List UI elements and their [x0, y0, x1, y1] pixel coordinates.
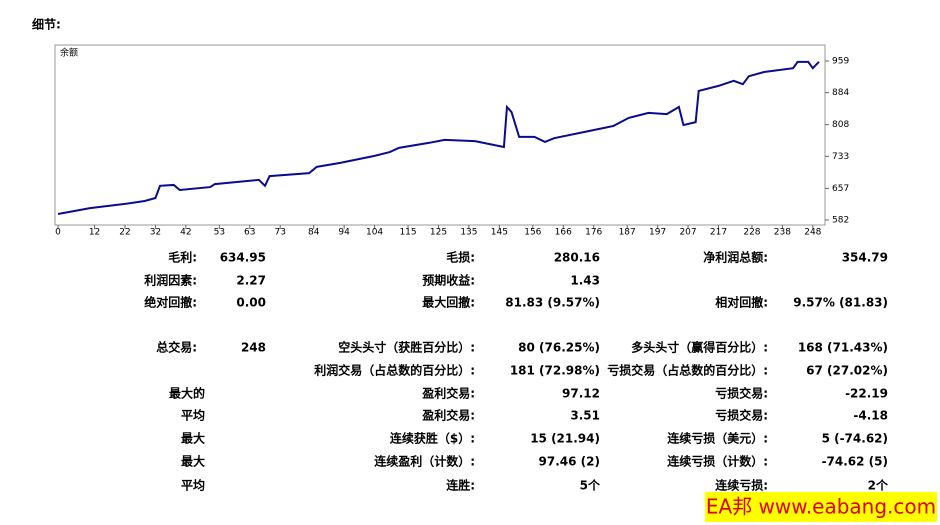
x-tick-label: 63: [244, 228, 255, 238]
x-tick-label: 22: [119, 228, 130, 238]
stat-value: 354.79: [842, 251, 888, 265]
stat-label: 亏损交易:: [715, 386, 768, 401]
x-tick-label: 32: [150, 228, 161, 238]
stat-label: 相对回撤:: [715, 295, 768, 310]
stat-value: 67 (27.02%): [806, 364, 888, 378]
x-tick-label: 42: [180, 228, 191, 238]
x-tick-label: 166: [555, 228, 572, 238]
x-tick-label: 248: [804, 228, 821, 238]
y-tick-label: 808: [832, 120, 849, 130]
x-tick-label: 176: [585, 228, 602, 238]
stat-label: 多头头寸（赢得百分比）:: [631, 340, 768, 355]
y-tick-label: 884: [832, 88, 849, 98]
stat-label: 最大回撤:: [422, 295, 475, 310]
stat-value: 280.16: [554, 251, 600, 265]
watermark: EA邦 www.eabang.com: [706, 495, 936, 519]
stat-value: 97.12: [562, 387, 600, 401]
stat-value: 5 (-74.62): [822, 432, 888, 446]
watermark-bg: [705, 492, 937, 522]
stat-value: 2.27: [236, 274, 266, 288]
x-tick-label: 125: [430, 228, 447, 238]
stat-label: 亏损交易（占总数的百分比）:: [607, 363, 768, 378]
stat-value: 97.46 (2): [539, 455, 600, 469]
x-tick-label: 12: [89, 228, 100, 238]
x-tick-label: 228: [743, 228, 760, 238]
stat-value: 1.43: [570, 274, 600, 288]
balance-line: [57, 60, 820, 216]
stat-label: 最大: [181, 454, 205, 469]
stat-label: 连续亏损（美元）:: [667, 431, 768, 446]
x-tick-label: 207: [679, 228, 696, 238]
x-tick-label: 135: [460, 228, 477, 238]
stat-label: 总交易:: [156, 340, 197, 355]
stat-label: 空头头寸（获胜百分比）:: [338, 340, 475, 355]
stat-label: 连续获胜（$）:: [390, 431, 475, 446]
stat-label: 最大: [181, 431, 205, 446]
x-tick-label: 156: [524, 228, 541, 238]
y-tick-label: 582: [832, 215, 849, 225]
x-tick-label: 0: [55, 228, 61, 238]
x-tick-label: 104: [366, 228, 383, 238]
x-tick-label: 145: [491, 228, 508, 238]
stat-value: -22.19: [845, 387, 888, 401]
y-tick-label: 733: [832, 152, 849, 162]
stat-label: 预期收益:: [422, 273, 475, 288]
stat-label: 平均: [181, 478, 205, 493]
stat-value: 634.95: [220, 251, 266, 265]
x-tick-label: 115: [399, 228, 416, 238]
section-title: 细节:: [32, 17, 61, 32]
stat-label: 连续盈利（计数）:: [374, 454, 475, 469]
stat-label: 利润交易（占总数的百分比）:: [314, 363, 475, 378]
stat-value: 5个: [580, 478, 601, 493]
stat-value: 168 (71.43%): [798, 341, 888, 355]
stat-value: 15 (21.94): [530, 432, 600, 446]
stat-label: 利润因素:: [144, 273, 197, 288]
stat-value: -74.62 (5): [822, 455, 888, 469]
x-tick-label: 238: [774, 228, 791, 238]
chart-label: 余额: [60, 47, 78, 59]
stat-label: 连胜:: [446, 478, 475, 493]
chart-frame: [54, 44, 826, 226]
y-tick-label: 959: [832, 57, 849, 67]
stat-value: 9.57% (81.83): [793, 296, 888, 310]
x-tick-label: 94: [338, 228, 350, 238]
stat-value: -4.18: [853, 409, 888, 423]
stat-value: 0.00: [236, 296, 266, 310]
x-tick-label: 187: [619, 228, 636, 238]
stat-value: 81.83 (9.57%): [505, 296, 600, 310]
stat-value: 181 (72.98%): [510, 364, 600, 378]
x-tick-label: 84: [308, 228, 320, 238]
x-tick-label: 53: [214, 228, 225, 238]
stat-value: 3.51: [570, 409, 600, 423]
stat-label: 平均: [181, 408, 205, 423]
x-tick-label: 73: [274, 228, 285, 238]
y-tick-label: 657: [832, 184, 849, 194]
stat-value: 248: [241, 341, 266, 355]
x-tick-label: 197: [649, 228, 666, 238]
stat-label: 绝对回撤:: [144, 295, 197, 310]
x-tick-label: 217: [710, 228, 727, 238]
stat-label: 最大的: [169, 386, 205, 401]
stat-label: 连续亏损:: [715, 478, 768, 493]
stat-value: 80 (76.25%): [518, 341, 600, 355]
stat-label: 毛利:: [168, 250, 197, 265]
stat-label: 盈利交易:: [421, 386, 475, 401]
stat-label: 毛损:: [446, 250, 475, 265]
stat-label: 连续亏损（计数）:: [667, 454, 768, 469]
stat-label: 亏损交易:: [715, 408, 768, 423]
stat-label: 净利润总额:: [703, 250, 768, 265]
stat-value: 2个: [868, 478, 889, 493]
stat-label: 盈利交易:: [421, 408, 475, 423]
